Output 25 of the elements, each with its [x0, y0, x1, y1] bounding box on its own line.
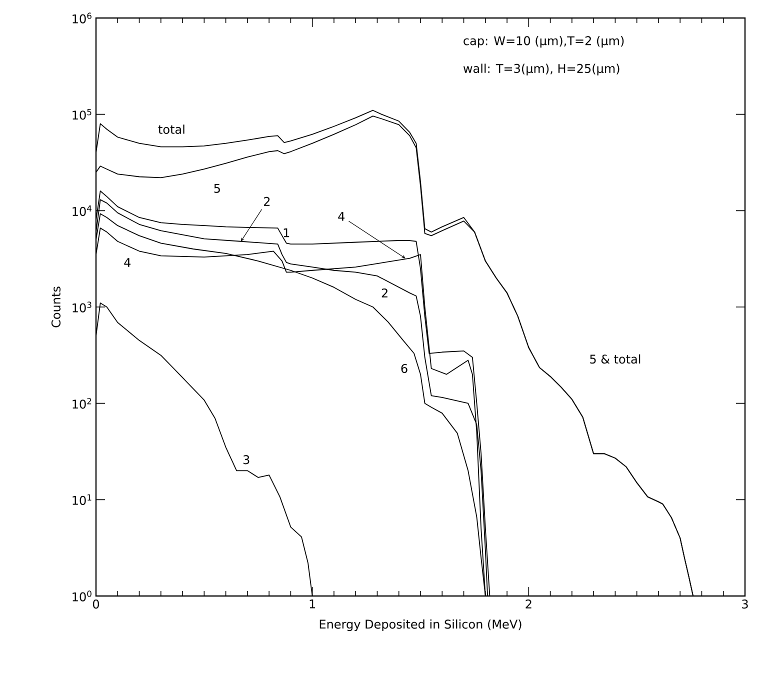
series-label: 2 [382, 288, 388, 298]
y-tick-label: 10$^{4}$ [72, 205, 92, 216]
y-tick-label: 10$^{5}$ [72, 109, 92, 120]
annotation: cap: W=10 (μm),T=2 (μm) [464, 36, 624, 48]
x-tick-label: 1 [310, 600, 316, 608]
x-tick-label: 3 [742, 600, 748, 609]
series-label: total [158, 124, 184, 134]
y-tick-label: 10$^{2}$ [72, 398, 92, 409]
x-axis-title: Energy Deposited in Silicon (MeV) [320, 619, 522, 632]
series-label: 4 [124, 258, 131, 267]
series-label: 5 [214, 184, 220, 193]
y-tick-label: 10$^{0}$ [72, 590, 92, 602]
x-tick-label: 0 [92, 600, 100, 609]
y-tick-label: 10$^{6}$ [72, 12, 92, 24]
annotation: 2 [264, 196, 270, 206]
annotation: 5 & total [590, 354, 640, 364]
series-label: 3 [243, 455, 250, 464]
annotation: 4 [338, 212, 345, 221]
annotation: wall: T=3(μm), H=25(μm) [463, 64, 620, 76]
y-tick-label: 10$^{3}$ [72, 302, 92, 312]
series-label: 1 [284, 228, 290, 238]
series-label: 6 [401, 364, 408, 374]
x-tick-label: 2 [526, 600, 532, 608]
y-tick-label: 10$^{1}$ [72, 494, 92, 505]
y-axis-title: Counts [51, 286, 61, 328]
